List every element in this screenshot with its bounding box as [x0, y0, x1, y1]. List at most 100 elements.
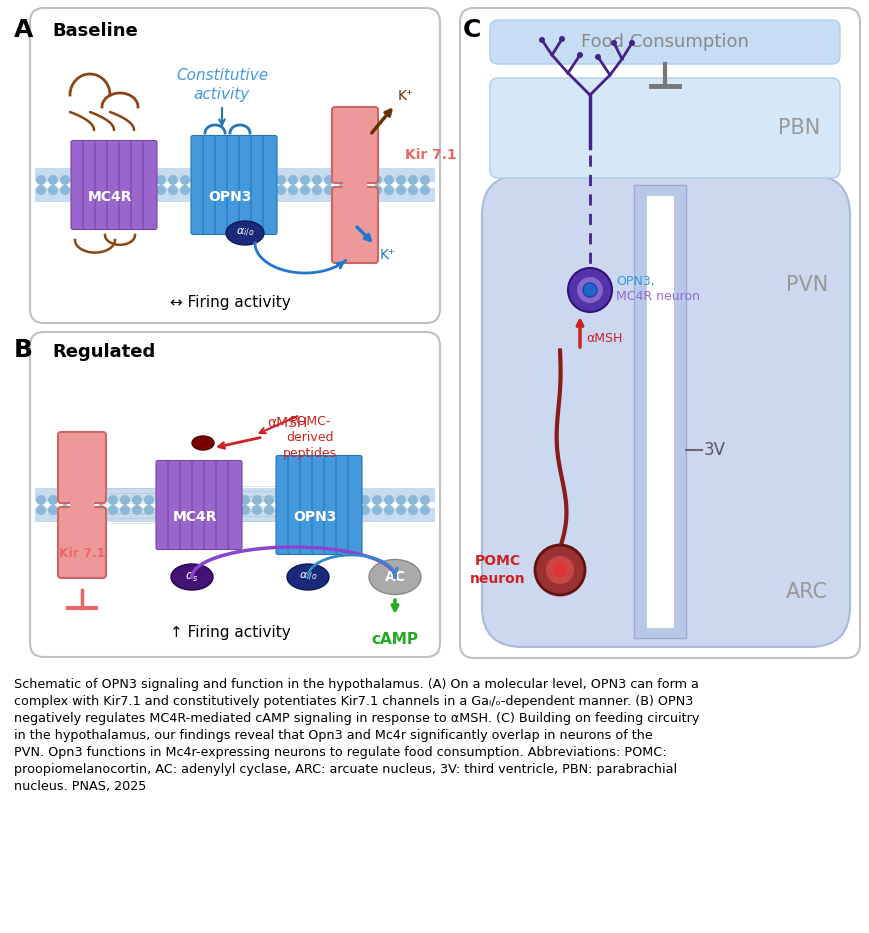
Text: Food Consumption: Food Consumption: [580, 33, 748, 51]
Circle shape: [72, 185, 82, 195]
Text: PBN: PBN: [777, 118, 819, 138]
Circle shape: [203, 495, 214, 505]
Circle shape: [132, 495, 142, 505]
Circle shape: [300, 505, 309, 515]
Circle shape: [383, 185, 394, 195]
Circle shape: [576, 52, 582, 58]
Circle shape: [228, 495, 238, 505]
Ellipse shape: [287, 564, 328, 590]
Text: $\alpha_{i/o}$: $\alpha_{i/o}$: [235, 227, 254, 239]
Text: MC4R: MC4R: [173, 510, 217, 524]
Circle shape: [534, 545, 584, 595]
FancyBboxPatch shape: [107, 141, 121, 230]
Circle shape: [168, 505, 178, 515]
FancyBboxPatch shape: [180, 461, 194, 550]
Circle shape: [252, 505, 262, 515]
Circle shape: [383, 495, 394, 505]
Circle shape: [420, 505, 429, 515]
FancyBboxPatch shape: [312, 455, 326, 554]
Circle shape: [546, 556, 574, 584]
Circle shape: [395, 185, 406, 195]
Circle shape: [288, 175, 298, 185]
Circle shape: [263, 495, 274, 505]
Ellipse shape: [171, 564, 213, 590]
FancyBboxPatch shape: [58, 432, 106, 503]
Circle shape: [372, 175, 381, 185]
Circle shape: [84, 175, 94, 185]
Circle shape: [168, 185, 178, 195]
Circle shape: [335, 175, 346, 185]
Circle shape: [36, 175, 46, 185]
Circle shape: [300, 175, 309, 185]
FancyBboxPatch shape: [216, 461, 229, 550]
Circle shape: [335, 495, 346, 505]
Circle shape: [323, 185, 334, 195]
Circle shape: [36, 505, 46, 515]
Text: Kir 7.1: Kir 7.1: [405, 148, 456, 162]
Circle shape: [48, 175, 58, 185]
Circle shape: [60, 175, 70, 185]
Circle shape: [168, 495, 178, 505]
Text: OPN3: OPN3: [293, 510, 336, 524]
Circle shape: [216, 505, 226, 515]
Circle shape: [360, 175, 369, 185]
Circle shape: [228, 505, 238, 515]
Circle shape: [383, 175, 394, 185]
Bar: [35, 188, 434, 202]
Text: Baseline: Baseline: [52, 22, 137, 40]
Circle shape: [203, 185, 214, 195]
Circle shape: [323, 175, 334, 185]
FancyBboxPatch shape: [262, 135, 276, 234]
Circle shape: [84, 505, 94, 515]
Circle shape: [36, 185, 46, 195]
FancyBboxPatch shape: [332, 107, 377, 183]
Circle shape: [132, 185, 142, 195]
Circle shape: [60, 185, 70, 195]
Circle shape: [203, 505, 214, 515]
FancyBboxPatch shape: [168, 461, 182, 550]
Circle shape: [312, 495, 322, 505]
Circle shape: [96, 505, 106, 515]
Circle shape: [192, 185, 202, 195]
Circle shape: [180, 185, 189, 195]
Circle shape: [192, 175, 202, 185]
Text: OPN3: OPN3: [208, 190, 251, 204]
Circle shape: [84, 495, 94, 505]
Text: ↔ Firing activity: ↔ Firing activity: [169, 296, 290, 311]
Circle shape: [312, 185, 322, 195]
Circle shape: [323, 495, 334, 505]
Circle shape: [275, 495, 286, 505]
Circle shape: [263, 505, 274, 515]
FancyBboxPatch shape: [275, 455, 289, 554]
Circle shape: [96, 175, 106, 185]
Circle shape: [240, 175, 249, 185]
Circle shape: [312, 175, 322, 185]
FancyBboxPatch shape: [95, 141, 109, 230]
Circle shape: [216, 175, 226, 185]
Circle shape: [60, 495, 70, 505]
Circle shape: [300, 495, 309, 505]
Circle shape: [36, 495, 46, 505]
Circle shape: [72, 495, 82, 505]
Circle shape: [288, 505, 298, 515]
Circle shape: [108, 185, 118, 195]
Circle shape: [372, 505, 381, 515]
Circle shape: [628, 40, 634, 46]
Text: PVN: PVN: [785, 275, 827, 295]
Circle shape: [408, 175, 417, 185]
Circle shape: [372, 495, 381, 505]
Text: cAMP: cAMP: [371, 632, 418, 647]
Ellipse shape: [226, 221, 263, 245]
Circle shape: [360, 185, 369, 195]
FancyBboxPatch shape: [191, 135, 205, 234]
Circle shape: [156, 505, 166, 515]
Circle shape: [395, 175, 406, 185]
FancyBboxPatch shape: [192, 461, 206, 550]
Circle shape: [96, 495, 106, 505]
Text: Schematic of OPN3 signaling and function in the hypothalamus. (A) On a molecular: Schematic of OPN3 signaling and function…: [14, 678, 698, 691]
Circle shape: [252, 185, 262, 195]
Circle shape: [156, 175, 166, 185]
Circle shape: [395, 505, 406, 515]
Circle shape: [144, 505, 154, 515]
FancyBboxPatch shape: [215, 135, 229, 234]
